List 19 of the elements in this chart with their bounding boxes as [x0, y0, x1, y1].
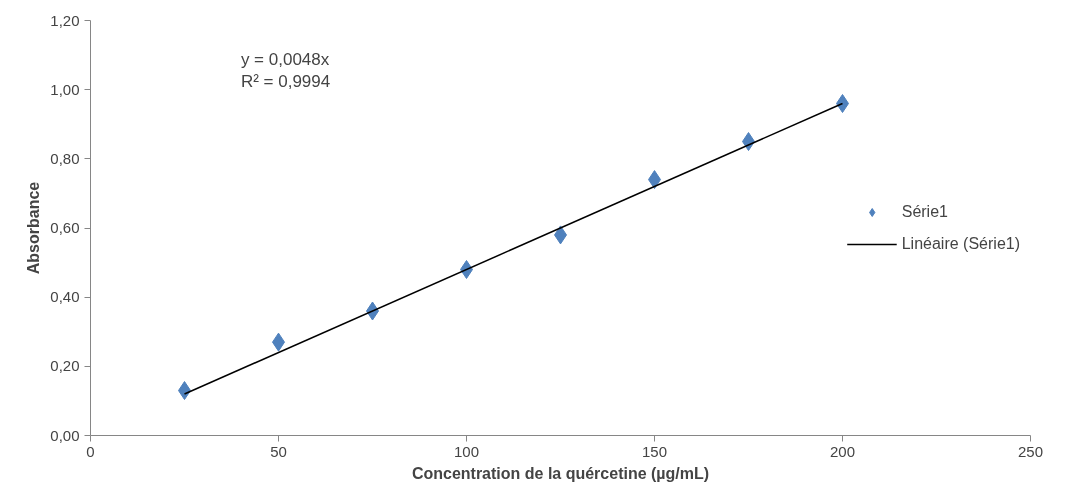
x-tick-label: 50: [270, 442, 287, 460]
y-tick-label: 0,00: [50, 426, 80, 444]
x-tick-label: 100: [453, 442, 480, 460]
x-tick-label: 0: [86, 442, 95, 460]
x-axis-title: Concentration de la quércetine (µg/mL): [411, 464, 710, 482]
annotation: y = 0,0048x: [240, 49, 330, 69]
annotation: R² = 0,9994: [240, 72, 331, 92]
legend-label: Linéaire (Série1): [901, 234, 1020, 253]
y-axis-title: Absorbance: [25, 181, 43, 275]
y-tick-label: 0,40: [50, 288, 80, 306]
x-tick-label: 150: [641, 442, 668, 460]
x-tick-label: 250: [1017, 442, 1044, 460]
y-tick-label: 1,20: [50, 11, 80, 29]
y-tick-label: 0,20: [50, 357, 80, 375]
y-tick-label: 1,00: [50, 80, 80, 98]
legend-label: Série1: [901, 202, 948, 221]
y-tick-label: 0,80: [50, 149, 80, 167]
x-tick-label: 200: [829, 442, 856, 460]
y-tick-label: 0,60: [50, 219, 80, 236]
